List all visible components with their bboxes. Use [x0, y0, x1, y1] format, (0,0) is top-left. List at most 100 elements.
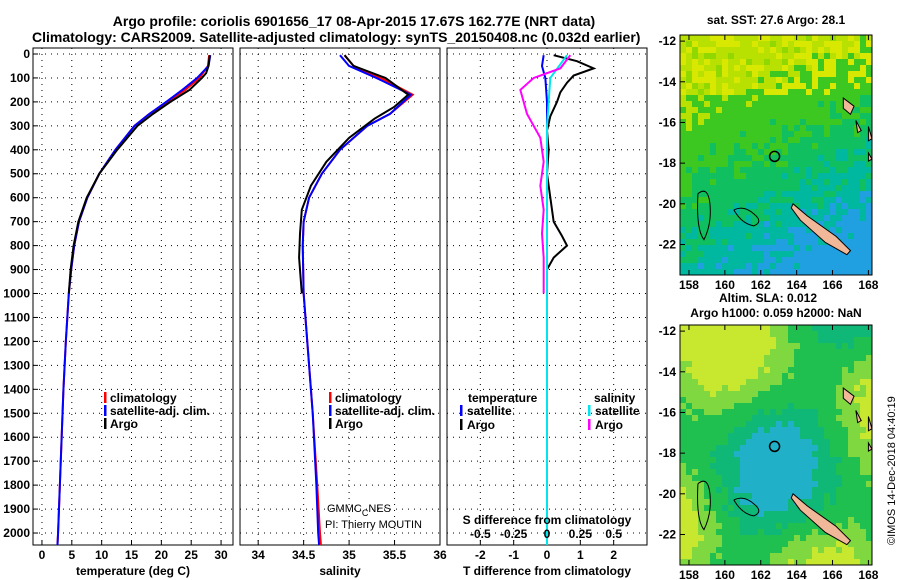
map-cell — [716, 337, 722, 343]
map-cell — [836, 325, 842, 331]
vanuatu-island — [855, 410, 862, 424]
map-cell — [698, 415, 704, 421]
map-cell — [752, 101, 758, 107]
map-cell — [830, 95, 836, 101]
map-cell — [818, 53, 824, 59]
map-cell — [800, 493, 806, 499]
map-cell — [842, 263, 848, 269]
map-cell — [704, 463, 710, 469]
map-cell — [770, 53, 776, 59]
map-cell — [854, 547, 860, 553]
map-cell — [842, 209, 848, 215]
map-cell — [860, 517, 866, 523]
map-cell — [824, 179, 830, 185]
map-cell — [848, 251, 854, 257]
map-cell — [806, 161, 812, 167]
y-tick-label: 700 — [10, 215, 30, 229]
map-cell — [860, 433, 866, 439]
map-cell — [812, 457, 818, 463]
map-cell — [722, 161, 728, 167]
map-cell — [860, 505, 866, 511]
map-cell — [746, 125, 752, 131]
map-cell — [710, 529, 716, 535]
map-cell — [782, 379, 788, 385]
map-cell — [830, 221, 836, 227]
map-cell — [848, 493, 854, 499]
map-cell — [698, 125, 704, 131]
map-cell — [794, 547, 800, 553]
map-cell — [758, 421, 764, 427]
map-cell — [722, 517, 728, 523]
map-cell — [716, 385, 722, 391]
map-cell — [680, 331, 686, 337]
map-cell — [788, 403, 794, 409]
map-cell — [806, 95, 812, 101]
map-cell — [728, 59, 734, 65]
map-cell — [806, 499, 812, 505]
map-cell — [842, 439, 848, 445]
map-cell — [830, 107, 836, 113]
map-cell — [692, 409, 698, 415]
map-cell — [710, 523, 716, 529]
map-cell — [848, 547, 854, 553]
map-cell — [776, 59, 782, 65]
map-cell — [860, 251, 866, 257]
map-cell — [704, 457, 710, 463]
map-cell — [722, 457, 728, 463]
map-cell — [782, 203, 788, 209]
map-cell — [704, 257, 710, 263]
map-cell — [782, 239, 788, 245]
map-cell — [806, 107, 812, 113]
map-cell — [830, 65, 836, 71]
map-cell — [692, 197, 698, 203]
map-cell — [680, 101, 686, 107]
map-cell — [824, 355, 830, 361]
map-cell — [842, 457, 848, 463]
map-cell — [686, 331, 692, 337]
map-cell — [752, 511, 758, 517]
map-cell — [692, 547, 698, 553]
map-cell — [776, 505, 782, 511]
map-cell — [836, 233, 842, 239]
map-cell — [812, 553, 818, 559]
map-cell — [764, 523, 770, 529]
map-cell — [728, 245, 734, 251]
map-cell — [782, 361, 788, 367]
map-cell — [806, 89, 812, 95]
map-cell — [722, 131, 728, 137]
map-cell — [818, 221, 824, 227]
map-cell — [722, 179, 728, 185]
map-cell — [740, 143, 746, 149]
map-cell — [818, 215, 824, 221]
map-cell — [734, 245, 740, 251]
map-cell — [722, 535, 728, 541]
map-cell — [818, 89, 824, 95]
x-tick-label: 10 — [95, 548, 109, 562]
map-cell — [800, 391, 806, 397]
map-cell — [782, 137, 788, 143]
map-cell — [710, 203, 716, 209]
map-cell — [692, 325, 698, 331]
map-cell — [680, 125, 686, 131]
map-cell — [830, 197, 836, 203]
lon-tick-label: 166 — [823, 278, 843, 292]
map-cell — [680, 373, 686, 379]
new-caledonia-island — [790, 492, 852, 546]
x-tick-label: 30 — [214, 548, 228, 562]
map-cell — [854, 41, 860, 47]
map-cell — [698, 119, 704, 125]
map-cell — [788, 349, 794, 355]
map-cell — [716, 101, 722, 107]
map-cell — [764, 41, 770, 47]
map-cell — [818, 505, 824, 511]
map-cell — [680, 251, 686, 257]
map-cell — [818, 251, 824, 257]
map-cell — [800, 227, 806, 233]
map-cell — [824, 269, 830, 275]
sst-map-panel: 158 160 162 164 166 168-12-14-16-18-20-22sat.… — [659, 13, 879, 292]
map-cell — [788, 35, 794, 41]
map-cell — [782, 325, 788, 331]
map-cell — [812, 77, 818, 83]
map-cell — [836, 59, 842, 65]
map-cell — [812, 89, 818, 95]
